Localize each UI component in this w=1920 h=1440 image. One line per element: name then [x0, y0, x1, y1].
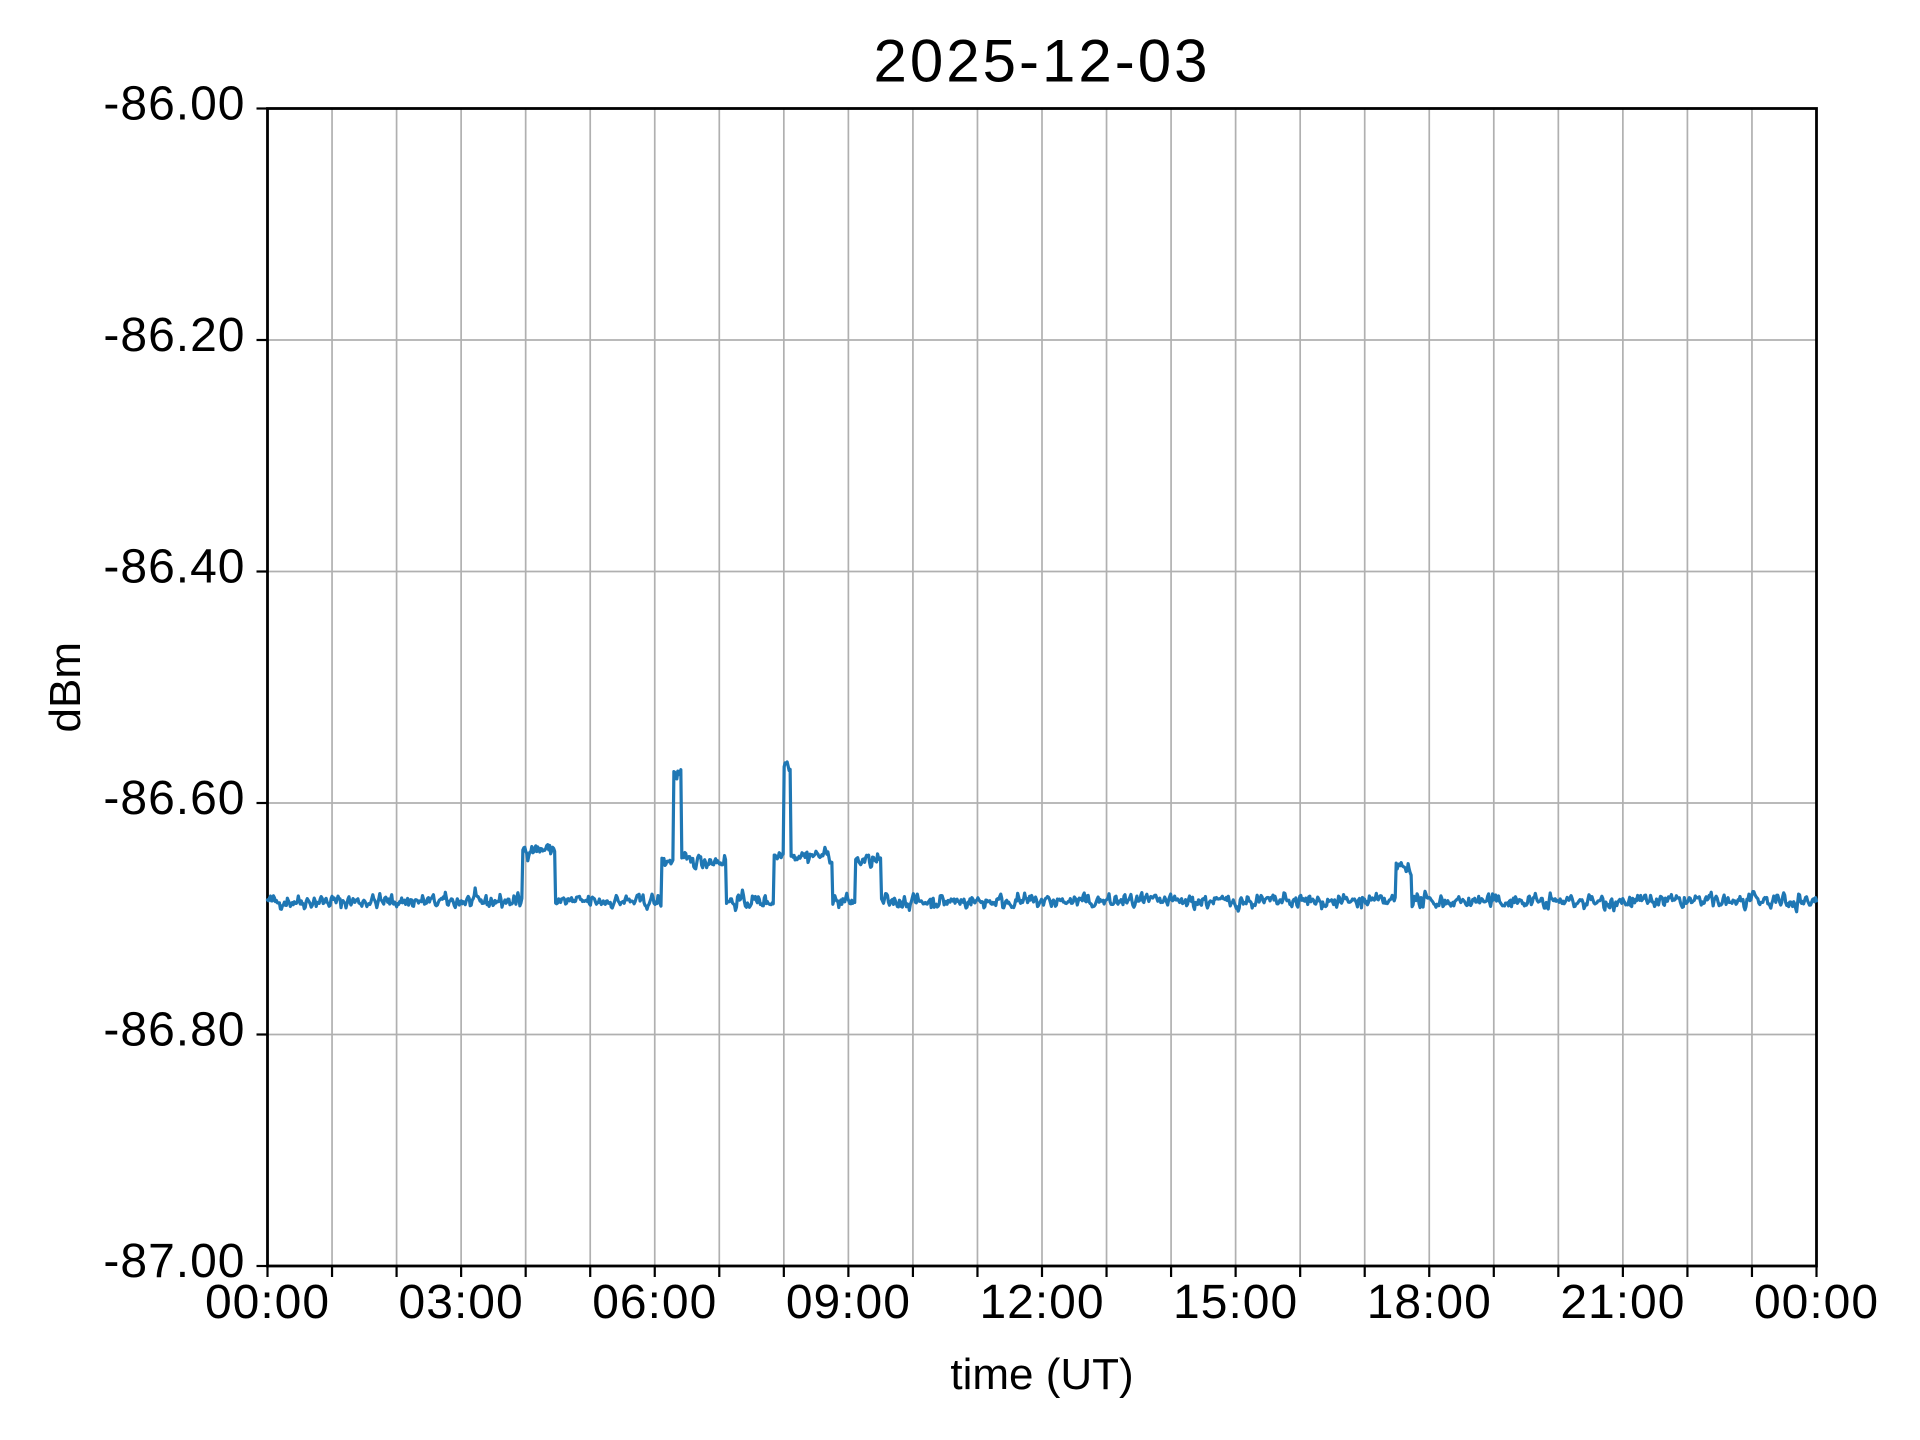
svg-text:00:00: 00:00 [1754, 1276, 1879, 1329]
svg-text:09:00: 09:00 [786, 1276, 911, 1329]
svg-text:12:00: 12:00 [979, 1276, 1104, 1329]
svg-text:2025-12-03: 2025-12-03 [874, 28, 1211, 95]
svg-text:-86.60: -86.60 [103, 772, 245, 825]
svg-text:15:00: 15:00 [1173, 1276, 1298, 1329]
svg-text:-86.00: -86.00 [103, 78, 245, 131]
svg-text:-86.20: -86.20 [103, 309, 245, 362]
svg-text:-87.00: -87.00 [103, 1235, 245, 1288]
svg-text:dBm: dBm [41, 642, 90, 732]
svg-text:-86.40: -86.40 [103, 541, 245, 594]
svg-text:03:00: 03:00 [399, 1276, 524, 1329]
svg-text:18:00: 18:00 [1367, 1276, 1492, 1329]
svg-text:time (UT): time (UT) [950, 1350, 1133, 1399]
svg-text:06:00: 06:00 [592, 1276, 717, 1329]
svg-text:-86.80: -86.80 [103, 1004, 245, 1057]
svg-text:21:00: 21:00 [1560, 1276, 1685, 1329]
